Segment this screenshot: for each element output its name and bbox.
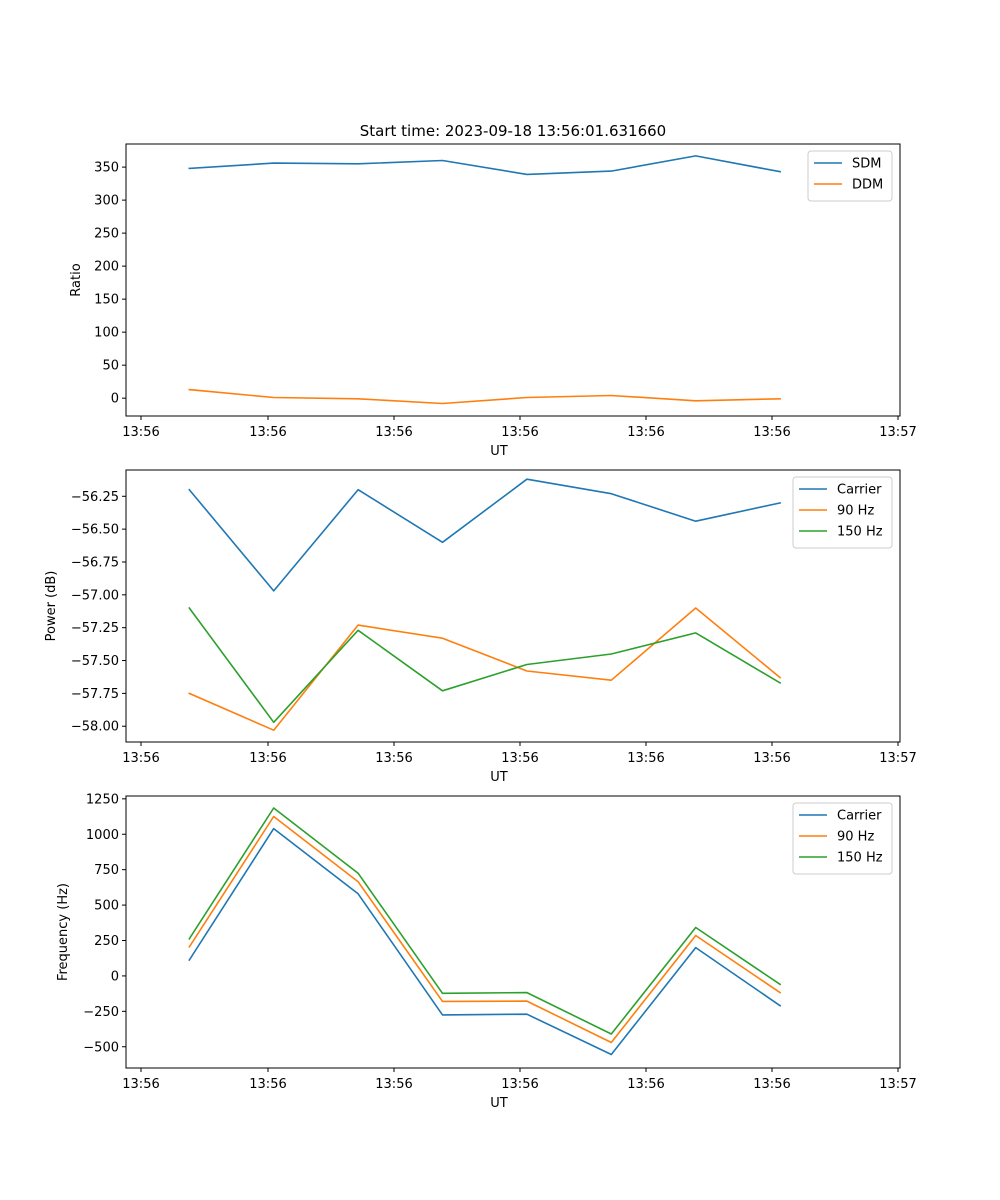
series-line-carrier — [188, 827, 782, 1056]
x-tick-label: 13:56 — [122, 425, 159, 440]
x-tick-label: 13:56 — [501, 1077, 538, 1092]
x-tick-label: 13:56 — [249, 425, 286, 440]
y-tick-label: 250 — [94, 227, 119, 242]
y-tick-label: −56.75 — [71, 555, 119, 570]
x-tick-label: 13:57 — [879, 425, 916, 440]
y-tick-label: −57.50 — [71, 654, 119, 669]
y-tick-label: −56.50 — [71, 523, 119, 538]
series-line-carrier — [188, 478, 782, 592]
x-axis-label: UT — [490, 770, 508, 785]
x-tick-label: 13:56 — [501, 425, 538, 440]
y-tick-label: −56.25 — [71, 490, 119, 505]
x-tick-label: 13:56 — [627, 751, 664, 766]
plot-frame — [125, 795, 901, 1069]
x-tick-label: 13:56 — [375, 751, 412, 766]
plot-frame — [125, 469, 901, 743]
x-axis-label: UT — [490, 1096, 508, 1111]
y-tick-label: 300 — [94, 194, 119, 209]
legend-label: 150 Hz — [837, 851, 883, 866]
y-tick-label: −58.00 — [71, 720, 119, 735]
series-line-150-hz — [188, 606, 782, 724]
series-line-90-hz — [188, 815, 782, 1044]
x-tick-label: 13:56 — [501, 751, 538, 766]
legend-label: DDM — [852, 178, 883, 193]
y-tick-label: −250 — [83, 1005, 119, 1020]
x-tick-label: 13:56 — [627, 1077, 664, 1092]
legend-label: SDM — [852, 157, 881, 172]
y-tick-label: 350 — [94, 161, 119, 176]
x-tick-label: 13:56 — [122, 751, 159, 766]
x-tick-label: 13:56 — [627, 425, 664, 440]
y-tick-label: 0 — [111, 969, 119, 984]
y-tick-label: 200 — [94, 260, 119, 275]
y-tick-label: −57.75 — [71, 687, 119, 702]
y-tick-label: 100 — [94, 326, 119, 341]
y-tick-label: 1000 — [86, 828, 119, 843]
panel-3: −500 −250 0 250 500 750 1000 1250 13:56 13:56 13:5… — [56, 792, 917, 1111]
x-tick-label: 13:56 — [122, 1077, 159, 1092]
x-tick-label: 13:56 — [753, 425, 790, 440]
x-tick-label: 13:56 — [249, 751, 286, 766]
x-tick-label: 13:57 — [879, 751, 916, 766]
x-tick-label: 13:56 — [249, 1077, 286, 1092]
x-tick-label: 13:56 — [753, 1077, 790, 1092]
y-axis-label: Ratio — [69, 263, 84, 296]
x-tick-label: 13:57 — [879, 1077, 916, 1092]
series-line-90-hz — [188, 607, 782, 732]
y-tick-label: −57.25 — [71, 621, 119, 636]
y-tick-label: 750 — [94, 863, 119, 878]
legend-label: Carrier — [837, 483, 882, 498]
legend: Carrier 90 Hz 150 Hz — [792, 476, 893, 549]
legend-label: 90 Hz — [837, 830, 874, 845]
panel-2: −58.00 −57.75 −57.50 −57.25 −57.00 −56.75 −56.… — [44, 469, 917, 785]
legend-label: Carrier — [837, 809, 882, 824]
y-axis-label: Power (dB) — [44, 571, 59, 642]
legend: SDM DDM — [807, 150, 893, 202]
y-tick-label: 150 — [94, 293, 119, 308]
legend-label: 150 Hz — [837, 525, 883, 540]
series-line-sdm — [188, 155, 782, 176]
y-tick-label: 50 — [102, 359, 119, 374]
y-tick-label: 500 — [94, 899, 119, 914]
panel-1: Start time: 2023-09-18 13:56:01.631660 0 5… — [69, 122, 917, 459]
y-axis-label: Frequency (Hz) — [56, 883, 71, 981]
plot-frame — [125, 143, 901, 417]
y-tick-label: 250 — [94, 934, 119, 949]
y-tick-label: −500 — [83, 1040, 119, 1055]
y-tick-label: 1250 — [86, 792, 119, 807]
x-axis-label: UT — [490, 444, 508, 459]
series-line-150-hz — [188, 807, 782, 1035]
series-line-ddm — [188, 388, 781, 405]
legend-label: 90 Hz — [837, 504, 874, 519]
x-tick-label: 13:56 — [753, 751, 790, 766]
x-tick-label: 13:56 — [375, 1077, 412, 1092]
chart-title: Start time: 2023-09-18 13:56:01.631660 — [360, 122, 666, 140]
y-tick-label: 0 — [111, 392, 119, 407]
x-tick-label: 13:56 — [375, 425, 412, 440]
legend: Carrier 90 Hz 150 Hz — [792, 802, 893, 875]
y-tick-label: −57.00 — [71, 588, 119, 603]
